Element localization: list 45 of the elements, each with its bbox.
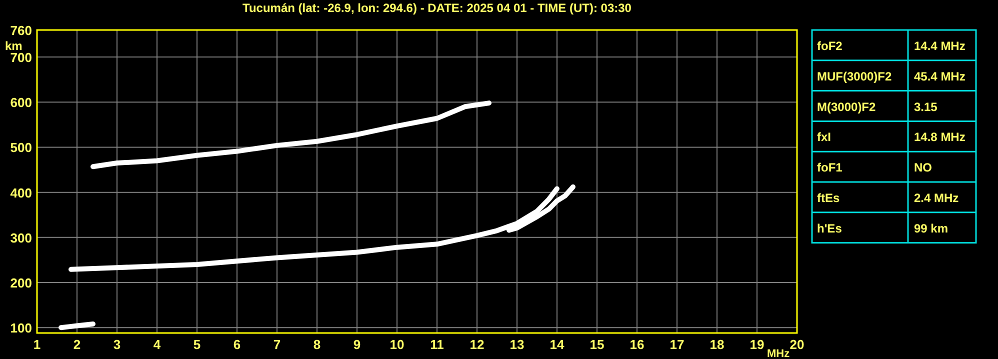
x-tick-label: 19 [750, 337, 764, 352]
x-tick-label: 3 [113, 337, 121, 352]
x-tick-label: 4 [153, 337, 162, 352]
y-axis-title: km [5, 39, 22, 53]
text: 14.4 MHz [914, 39, 966, 53]
x-tick-label: 18 [710, 337, 724, 352]
category-label: fxI [817, 130, 832, 144]
y-tick-label: 500 [10, 140, 32, 156]
x-tick-label: 1 [33, 337, 41, 352]
text: 99 km [914, 221, 948, 236]
y-tick-label: 700 [10, 50, 32, 66]
y-tick-label: 400 [10, 185, 32, 200]
x-tick-label: 16 [630, 337, 644, 352]
y-tick-label: 100 [10, 320, 32, 336]
x-tick-label: 5 [193, 337, 201, 352]
x-tick-label: 8 [313, 337, 321, 352]
y-tick-label: 200 [10, 276, 32, 290]
category-label: foF1 [817, 160, 843, 175]
category-label: ftEs [817, 191, 840, 205]
text: 14.8 MHz [914, 130, 966, 144]
x-tick-label: 9 [353, 337, 361, 352]
x-tick-label: 17 [670, 337, 684, 352]
x-tick-label: 10 [390, 337, 404, 352]
text: 3.15 [914, 100, 938, 114]
y-tick-label: 760 [10, 23, 32, 38]
x-tick-label: 14 [550, 337, 565, 352]
category-label: MUF(3000)F2 [817, 69, 892, 84]
text: NO [914, 160, 932, 175]
y-tick-label: 300 [10, 230, 32, 246]
chart-title: Tucumán (lat: -26.9, lon: 294.6) - DATE: 2025 04 01 - TIME (UT): 03:30 [242, 1, 632, 15]
x-tick-label: 20 [790, 337, 804, 352]
x-axis-title: MHz [767, 348, 790, 359]
x-tick-label: 15 [590, 337, 604, 352]
category-label: foF2 [817, 39, 843, 53]
x-tick-label: 7 [273, 337, 281, 352]
x-tick-label: 11 [430, 337, 444, 352]
x-tick-label: 2 [73, 337, 81, 352]
text: 45.4 MHz [914, 69, 966, 84]
x-tick-label: 12 [470, 337, 484, 352]
x-tick-label: 6 [233, 337, 241, 352]
text: 2.4 MHz [914, 191, 959, 205]
y-tick-label: 600 [10, 95, 32, 110]
category-label: M(3000)F2 [817, 100, 876, 114]
category-label: h'Es [817, 221, 842, 236]
x-tick-label: 13 [510, 337, 524, 352]
